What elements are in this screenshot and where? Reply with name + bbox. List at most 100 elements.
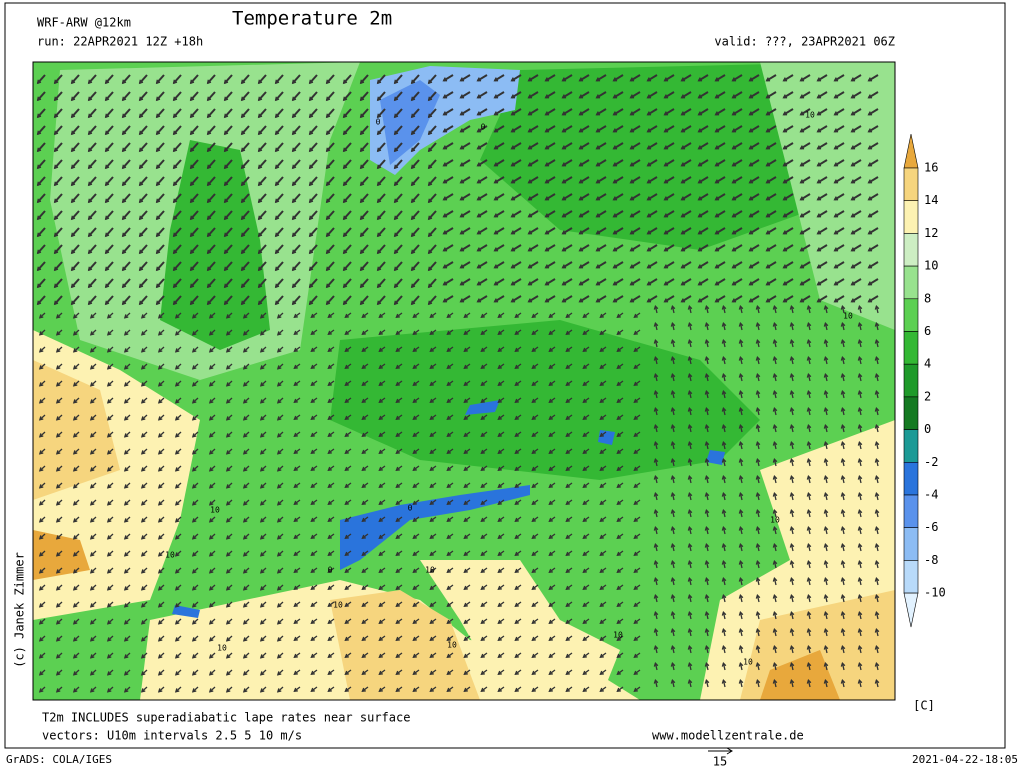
wind-arrow-head (463, 483, 468, 488)
wind-arrow (308, 142, 318, 152)
wind-arrow-head (155, 181, 161, 187)
wind-arrow (172, 244, 182, 254)
wind-arrow (172, 91, 182, 101)
wind-arrow-head (850, 264, 856, 269)
wind-arrow-head (191, 586, 197, 591)
wind-arrow-head (646, 281, 652, 286)
wind-arrow-head (361, 551, 366, 556)
wind-arrow-head (874, 525, 880, 531)
wind-arrow-head (680, 264, 686, 269)
wind-arrow-head (755, 593, 761, 599)
wind-arrow (732, 142, 743, 150)
wind-arrow (698, 108, 709, 116)
wind-arrow-head (36, 79, 42, 85)
wind-arrow-head (208, 535, 214, 540)
wind-arrow-head (738, 559, 744, 565)
wind-arrow-head (480, 415, 485, 420)
wind-arrow-head (395, 568, 400, 573)
wind-arrow (138, 278, 148, 288)
wind-arrow (138, 244, 148, 254)
wind-arrow-head (561, 281, 567, 286)
wind-arrow-head (344, 398, 349, 403)
wind-arrow-head (582, 330, 587, 335)
wind-arrow (274, 261, 284, 271)
wind-arrow-head (748, 196, 754, 201)
wind-arrow-head (476, 264, 482, 269)
wind-arrow-head (857, 457, 863, 463)
wind-arrow-head (138, 215, 144, 221)
wind-arrow-head (38, 501, 44, 506)
wind-arrow-head (833, 94, 839, 99)
wind-arrow-head (633, 466, 638, 471)
wind-arrow-head (697, 145, 703, 150)
wind-arrow (613, 261, 624, 269)
wind-arrow-head (240, 79, 246, 85)
wind-arrow (291, 142, 301, 152)
wind-arrow-head (359, 266, 365, 272)
wind-arrow-head (442, 179, 448, 184)
wind-arrow-head (527, 162, 533, 167)
wind-arrow (70, 91, 80, 101)
wind-arrow-head (497, 687, 502, 692)
wind-arrow-head (565, 466, 570, 471)
wind-arrow (868, 159, 879, 167)
wind-arrow-head (595, 196, 601, 201)
wind-arrow-head (293, 347, 298, 352)
warm-region (33, 360, 120, 500)
wind-arrow (359, 295, 369, 305)
wind-arrow-head (121, 300, 127, 306)
wind-arrow-head (395, 517, 400, 522)
wind-arrow (817, 295, 828, 303)
wind-arrow (664, 74, 675, 82)
wind-arrow-head (731, 247, 737, 252)
wind-arrow-head (172, 300, 178, 306)
wind-arrow-head (850, 77, 856, 82)
wind-arrow (274, 244, 284, 254)
wind-arrow-head (378, 534, 383, 539)
wind-arrow (494, 261, 505, 269)
wind-arrow-head (274, 130, 280, 136)
wind-arrow-head (548, 551, 553, 556)
wind-arrow-head (459, 281, 465, 286)
wind-arrow-head (721, 610, 727, 616)
wind-arrow-head (663, 247, 669, 252)
wind-arrow-head (104, 147, 110, 153)
wind-arrow-head (687, 321, 693, 327)
wind-arrow-head (765, 213, 771, 218)
wind-arrow-head (704, 372, 710, 378)
wind-arrow-head (89, 433, 95, 438)
wind-arrow (613, 159, 624, 167)
wind-arrow (342, 159, 352, 169)
wind-arrow (851, 159, 862, 167)
wind-arrow (783, 159, 794, 167)
wind-arrow-head (189, 164, 195, 170)
wind-arrow (562, 142, 573, 150)
wind-arrow-head (276, 450, 282, 455)
wind-arrow-head (157, 467, 163, 472)
grads-label: GrADS: COLA/IGES (6, 753, 112, 766)
wind-arrow (155, 91, 165, 101)
wind-arrow-head (140, 603, 146, 608)
colorbar-segment (903, 429, 919, 463)
wind-arrow-head (755, 542, 761, 548)
wind-arrow-head (480, 687, 485, 692)
wind-arrow (545, 193, 556, 201)
wind-arrow-head (582, 602, 587, 607)
wind-arrow-head (616, 330, 621, 335)
wind-arrow-head (463, 551, 468, 556)
wind-arrow-head (429, 347, 434, 352)
wind-arrow-head (106, 688, 112, 693)
wind-arrow (257, 295, 267, 305)
wind-arrow (868, 142, 879, 150)
wind-arrow (851, 244, 862, 252)
wind-arrow-head (393, 266, 399, 272)
wind-arrow-head (293, 415, 298, 420)
wind-arrow (189, 227, 199, 237)
wind-arrow (376, 142, 386, 152)
wind-arrow-head (310, 449, 315, 454)
wind-arrow (834, 91, 845, 99)
wind-arrow (257, 193, 267, 203)
wind-arrow-head (510, 298, 516, 303)
wind-arrow (376, 125, 386, 135)
wind-arrow-head (189, 96, 195, 102)
